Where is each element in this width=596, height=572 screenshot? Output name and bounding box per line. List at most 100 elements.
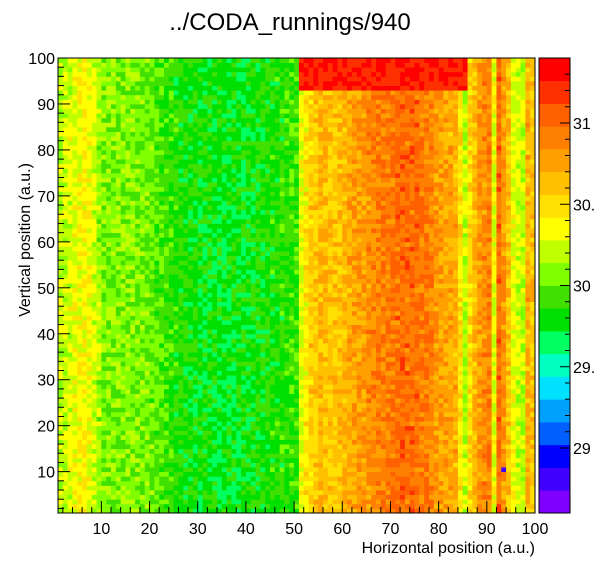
heatmap-cell [120, 508, 126, 514]
heatmap-cell [337, 324, 343, 330]
heatmap-cell [135, 329, 141, 335]
heatmap-cell [342, 453, 348, 459]
heatmap-cell [111, 315, 117, 321]
heatmap-cell [284, 315, 290, 321]
heatmap-cell [250, 393, 256, 399]
heatmap-cell [125, 398, 131, 404]
heatmap-cell [510, 476, 517, 482]
heatmap-cell [279, 356, 285, 362]
heatmap-cell [332, 352, 338, 358]
heatmap-cell [356, 430, 362, 436]
heatmap-cell [453, 283, 459, 289]
heatmap-cell [337, 287, 343, 293]
heatmap-cell [106, 453, 112, 459]
heatmap-cell [168, 457, 175, 463]
heatmap-cell [270, 471, 276, 477]
heatmap-cell [472, 287, 478, 293]
heatmap-cell [86, 402, 93, 408]
heatmap-cell [284, 384, 290, 390]
heatmap-cell [308, 292, 314, 298]
heatmap-cell [351, 430, 358, 436]
heatmap-cell [332, 434, 338, 440]
heatmap-cell [231, 494, 237, 500]
heatmap-cell [274, 503, 281, 509]
heatmap-cell [159, 407, 165, 413]
heatmap-cell [207, 319, 213, 325]
heatmap-cell [530, 388, 536, 394]
heatmap-cell [443, 324, 449, 330]
heatmap-cell [212, 467, 218, 473]
heatmap-cell [255, 480, 261, 486]
heatmap-cell [409, 425, 415, 431]
heatmap-cell [501, 292, 507, 298]
heatmap-cell [380, 499, 387, 505]
heatmap-cell [202, 310, 208, 316]
heatmap-cell [188, 283, 194, 289]
heatmap-cell [96, 453, 102, 459]
heatmap-cell [347, 508, 353, 514]
heatmap-cell [491, 476, 497, 482]
heatmap-cell [212, 283, 218, 289]
heatmap-cell [361, 379, 367, 385]
heatmap-cell [159, 457, 165, 463]
heatmap-cell [130, 361, 136, 367]
heatmap-cell [274, 462, 281, 468]
heatmap-cell [477, 338, 483, 344]
heatmap-cell [313, 319, 319, 325]
heatmap-cell [294, 499, 300, 505]
heatmap-cell [226, 416, 232, 422]
heatmap-cell [414, 421, 420, 427]
heatmap-cell [395, 503, 401, 509]
heatmap-cell [313, 388, 319, 394]
heatmap-cell [525, 379, 531, 385]
heatmap-cell [318, 384, 324, 390]
heatmap-cell [154, 453, 160, 459]
heatmap-cell [337, 411, 343, 417]
heatmap-cell [501, 462, 507, 468]
heatmap-cell [270, 370, 276, 376]
heatmap-cell [260, 333, 266, 339]
heatmap-cell [91, 379, 97, 385]
heatmap-cell [409, 319, 415, 325]
heatmap-cell [419, 319, 425, 325]
heatmap-cell [173, 287, 179, 293]
heatmap-cell [327, 333, 334, 339]
heatmap-cell [366, 467, 372, 473]
heatmap-cell [506, 494, 512, 500]
heatmap-cell [486, 457, 493, 463]
heatmap-cell [279, 462, 285, 468]
heatmap-cell [245, 384, 252, 390]
heatmap-cell [236, 421, 242, 427]
heatmap-cell [356, 352, 362, 358]
heatmap-cell [501, 439, 507, 445]
heatmap-cell [395, 430, 401, 436]
heatmap-cell [207, 425, 213, 431]
heatmap-cell [419, 306, 425, 312]
heatmap-cell [510, 333, 517, 339]
heatmap-cell [265, 379, 271, 385]
heatmap-cell [115, 301, 122, 307]
heatmap-cell [457, 306, 464, 312]
heatmap-cell [457, 411, 464, 417]
heatmap-cell [337, 292, 343, 298]
heatmap-cell [130, 306, 136, 312]
heatmap-cell [120, 324, 126, 330]
heatmap-cell [188, 393, 194, 399]
heatmap-cell [279, 365, 285, 371]
heatmap-cell [86, 324, 93, 330]
heatmap-cell [380, 292, 387, 298]
heatmap-cell [212, 402, 218, 408]
heatmap-cell [178, 402, 184, 408]
heatmap-cell [361, 416, 367, 422]
heatmap-cell [270, 462, 276, 468]
heatmap-cell [298, 338, 305, 344]
heatmap-cell [400, 393, 406, 399]
heatmap-cell [404, 306, 411, 312]
heatmap-cell [506, 287, 512, 293]
heatmap-cell [96, 439, 102, 445]
heatmap-cell [453, 480, 459, 486]
heatmap-cell [453, 467, 459, 473]
heatmap-cell [313, 448, 319, 454]
heatmap-cell [284, 503, 290, 509]
heatmap-cell [96, 315, 102, 321]
